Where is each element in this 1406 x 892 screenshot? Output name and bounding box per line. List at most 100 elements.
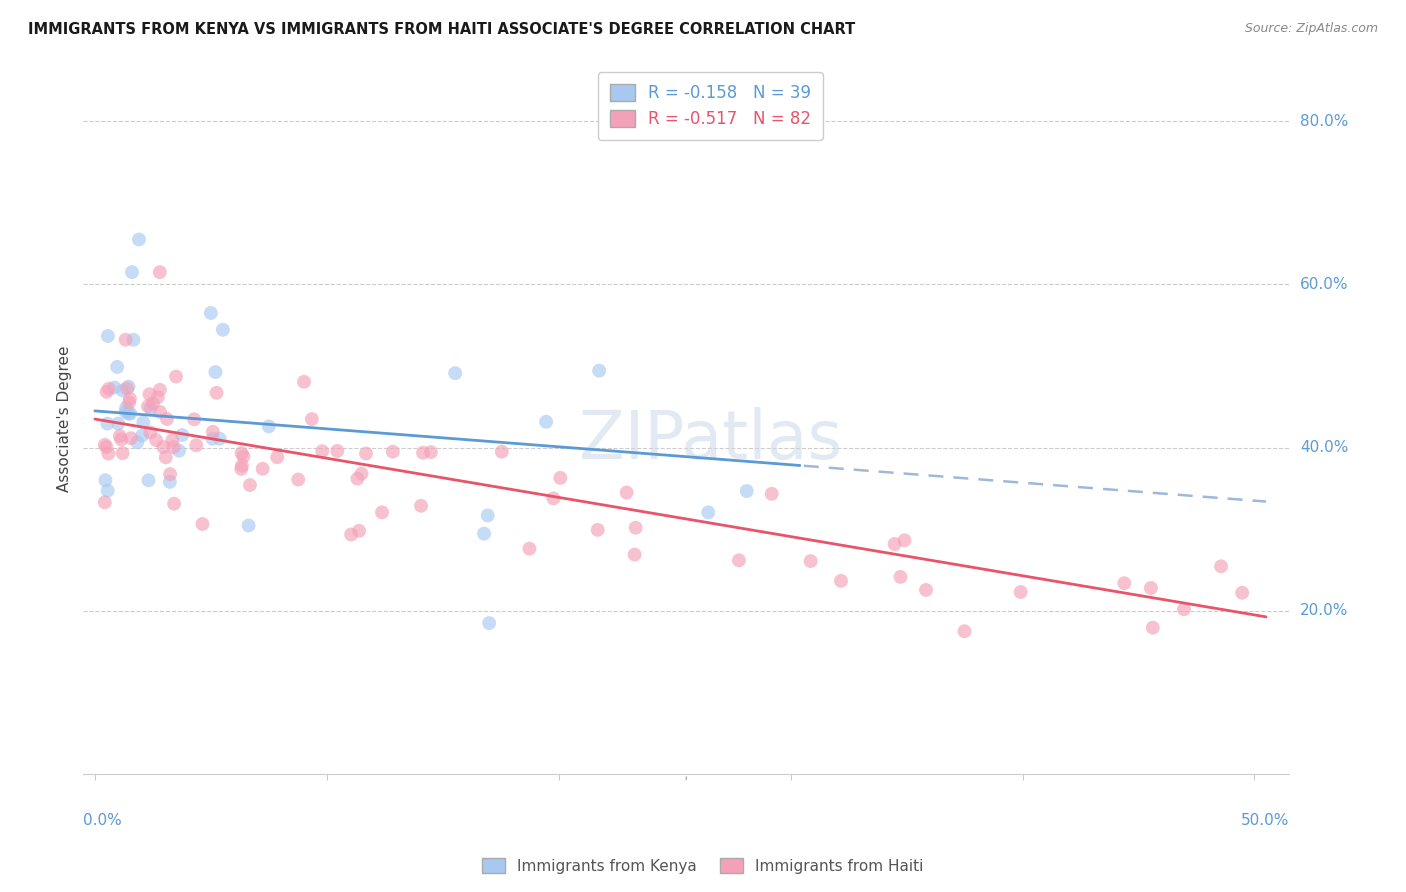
Point — [728, 553, 751, 567]
Text: 60.0%: 60.0% — [1301, 277, 1348, 292]
Point — [120, 407, 142, 421]
Point — [735, 484, 758, 499]
Point — [149, 265, 172, 279]
Point — [231, 446, 253, 460]
Point — [94, 438, 117, 452]
Point — [163, 497, 186, 511]
Point — [1114, 576, 1136, 591]
Point — [1209, 559, 1232, 574]
Point — [115, 401, 138, 415]
Point — [96, 384, 118, 399]
Point — [266, 450, 288, 465]
Point — [107, 417, 129, 431]
Point — [292, 375, 315, 389]
Point — [915, 582, 938, 597]
Point — [97, 329, 120, 343]
Point — [111, 384, 134, 398]
Point — [118, 392, 141, 406]
Point — [138, 473, 160, 487]
Point — [127, 435, 149, 450]
Text: IMMIGRANTS FROM KENYA VS IMMIGRANTS FROM HAITI ASSOCIATE'S DEGREE CORRELATION CH: IMMIGRANTS FROM KENYA VS IMMIGRANTS FROM… — [28, 22, 855, 37]
Point — [183, 412, 205, 426]
Text: 20.0%: 20.0% — [1301, 603, 1348, 618]
Point — [111, 446, 134, 460]
Point — [444, 366, 467, 380]
Point — [159, 475, 181, 489]
Point — [94, 495, 117, 509]
Point — [139, 425, 162, 440]
Point — [114, 405, 136, 419]
Point — [326, 444, 349, 458]
Point — [232, 450, 254, 464]
Point — [381, 444, 404, 458]
Point — [110, 433, 132, 447]
Point — [623, 548, 645, 562]
Point — [761, 487, 783, 501]
Point — [103, 380, 125, 394]
Point — [412, 446, 434, 460]
Point — [172, 428, 194, 442]
Y-axis label: Associate's Degree: Associate's Degree — [58, 346, 72, 492]
Point — [117, 379, 139, 393]
Point — [155, 450, 177, 465]
Point — [231, 458, 253, 473]
Point — [96, 440, 118, 454]
Point — [301, 412, 323, 426]
Legend: R = -0.158   N = 39, R = -0.517   N = 82: R = -0.158 N = 39, R = -0.517 N = 82 — [598, 72, 823, 139]
Point — [204, 365, 226, 379]
Text: 80.0%: 80.0% — [1301, 113, 1348, 128]
Point — [186, 438, 208, 452]
Point — [477, 508, 499, 523]
Point — [149, 405, 172, 419]
Point — [117, 407, 139, 421]
Point — [149, 383, 172, 397]
Point — [208, 432, 231, 446]
Point — [347, 524, 370, 538]
Point — [419, 445, 441, 459]
Point — [162, 440, 184, 454]
Point — [252, 462, 274, 476]
Point — [200, 306, 222, 320]
Point — [138, 387, 160, 401]
Point — [472, 526, 495, 541]
Point — [201, 425, 224, 439]
Point — [586, 523, 609, 537]
Text: Source: ZipAtlas.com: Source: ZipAtlas.com — [1244, 22, 1378, 36]
Point — [478, 616, 501, 631]
Point — [115, 382, 138, 396]
Point — [94, 473, 117, 487]
Point — [118, 395, 141, 409]
Point — [159, 467, 181, 482]
Point — [96, 417, 118, 431]
Point — [108, 429, 131, 443]
Point — [191, 516, 214, 531]
Point — [120, 431, 142, 445]
Point — [146, 390, 169, 404]
Point — [616, 485, 638, 500]
Point — [883, 537, 905, 551]
Text: 50.0%: 50.0% — [1241, 813, 1289, 828]
Point — [201, 432, 224, 446]
Point — [1142, 621, 1164, 635]
Point — [491, 444, 513, 458]
Point — [132, 415, 155, 429]
Text: ZIPatlas: ZIPatlas — [579, 408, 842, 474]
Point — [145, 433, 167, 447]
Point — [697, 505, 720, 519]
Point — [165, 369, 187, 384]
Point — [97, 447, 120, 461]
Point — [128, 233, 150, 247]
Point — [231, 462, 253, 476]
Legend: Immigrants from Kenya, Immigrants from Haiti: Immigrants from Kenya, Immigrants from H… — [477, 852, 929, 880]
Point — [114, 333, 136, 347]
Point — [1010, 585, 1032, 599]
Point — [131, 428, 153, 442]
Point — [889, 570, 911, 584]
Point — [953, 624, 976, 639]
Point — [311, 444, 333, 458]
Point — [162, 434, 184, 448]
Point — [1173, 602, 1195, 616]
Point — [239, 478, 262, 492]
Point — [152, 440, 174, 454]
Point — [409, 499, 432, 513]
